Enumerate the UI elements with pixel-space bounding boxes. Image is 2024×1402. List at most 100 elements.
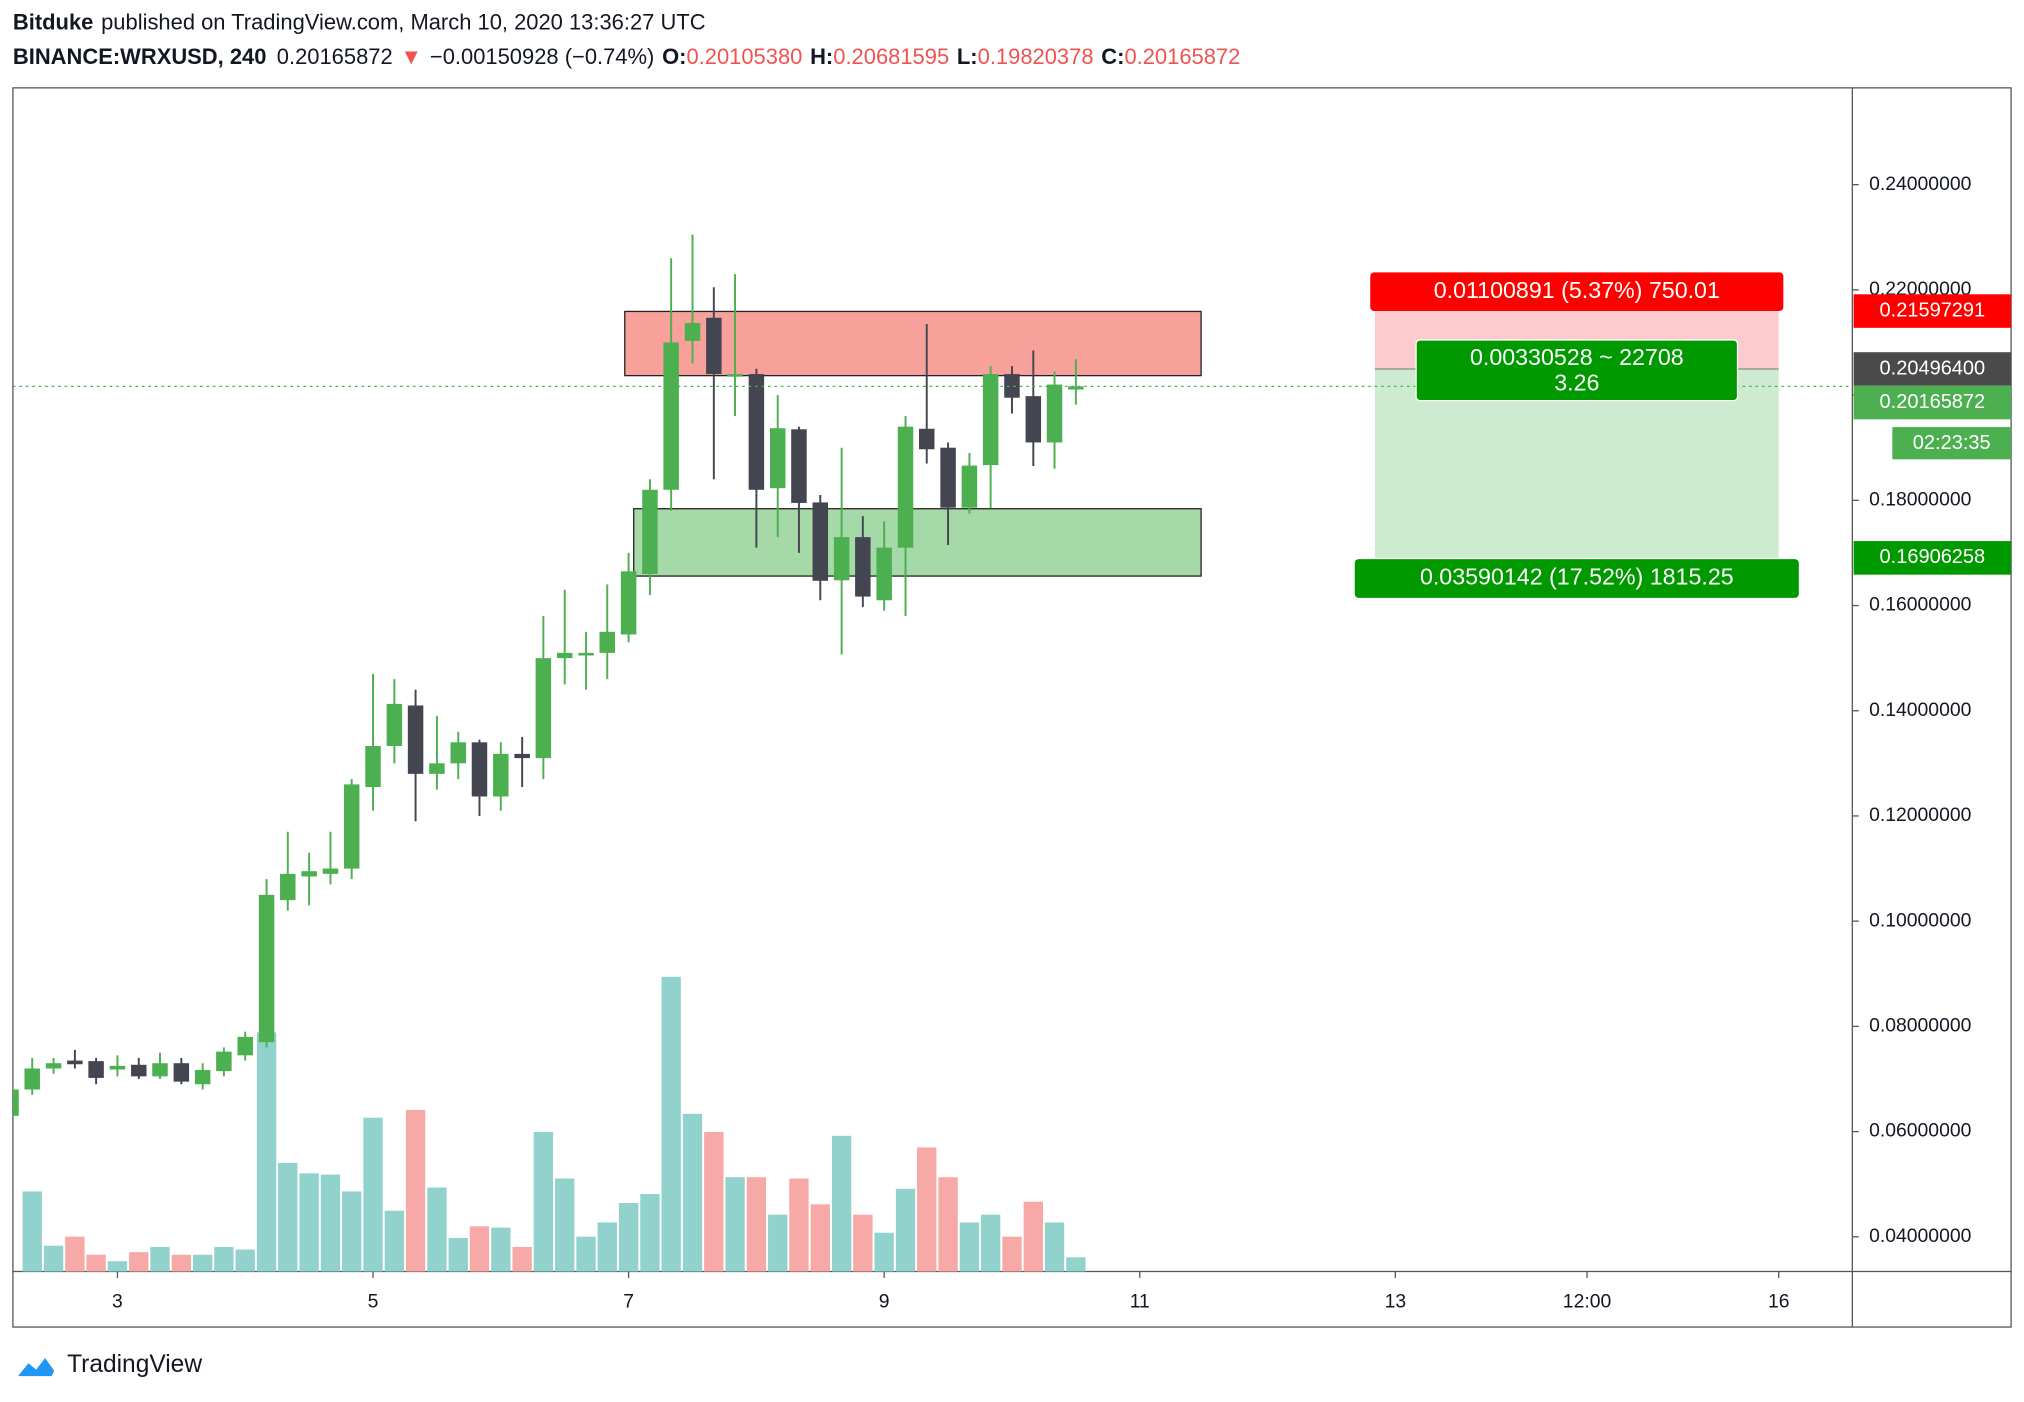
volume-bar xyxy=(405,1109,426,1272)
y-tick-label: 0.14000000 xyxy=(1869,699,1972,721)
volume-bar xyxy=(597,1222,617,1272)
candle-body xyxy=(1046,384,1063,443)
volume-bar xyxy=(384,1210,405,1272)
x-tick-label: 3 xyxy=(112,1291,123,1313)
volume-bar xyxy=(65,1236,85,1272)
volume-bar xyxy=(491,1227,511,1272)
volume-bar xyxy=(448,1237,468,1272)
volume-bar xyxy=(469,1226,490,1272)
header-line-1: Bitduke published on TradingView.com, Mar… xyxy=(13,9,706,34)
zone xyxy=(633,508,1202,577)
axis-price-label-box xyxy=(1853,385,2012,420)
x-tick-label: 9 xyxy=(879,1291,890,1313)
volume-bar xyxy=(512,1246,532,1272)
candle-body xyxy=(301,871,317,877)
volume-bar xyxy=(363,1117,383,1272)
author: Bitduke xyxy=(13,9,93,34)
volume-bar xyxy=(192,1254,213,1272)
stop-label: 0.01100891 (5.37%) 750.01 xyxy=(1434,277,1720,303)
volume-bar xyxy=(341,1191,362,1272)
x-tick-label: 11 xyxy=(1130,1291,1150,1313)
ohlc-label: H: xyxy=(810,44,833,69)
volume-bar xyxy=(150,1246,170,1272)
volume-bar xyxy=(1002,1236,1022,1272)
candle-body xyxy=(12,1089,19,1116)
y-tick-label: 0.08000000 xyxy=(1869,1014,1972,1036)
candle-body xyxy=(769,428,786,489)
volume-bar xyxy=(895,1188,916,1272)
volume-bar xyxy=(725,1177,745,1272)
candle-body xyxy=(684,323,701,341)
symbol: BINANCE:WRXUSD, 240 xyxy=(13,44,267,69)
volume-bar xyxy=(107,1261,128,1272)
candle-body xyxy=(88,1061,104,1078)
volume-bar xyxy=(682,1113,703,1272)
candle-body xyxy=(450,742,467,764)
volume-bar xyxy=(235,1249,255,1272)
target-label-box xyxy=(1354,559,1799,598)
candle-body xyxy=(833,537,850,581)
ohlc-value: 0.20105380 xyxy=(686,44,802,69)
center-label-ratio: 3.26 xyxy=(1554,370,1599,396)
change-arrow: ▼ xyxy=(400,44,422,69)
center-label-box xyxy=(1415,339,1739,402)
candle-body xyxy=(918,428,935,450)
volume-bar xyxy=(874,1232,894,1272)
candle-body xyxy=(493,753,509,797)
candle-body xyxy=(706,317,722,375)
center-label: 0.00330528 ~ 22708 xyxy=(1470,344,1684,370)
candle-body xyxy=(471,742,488,797)
candle-body xyxy=(45,1063,62,1069)
brand: TradingView xyxy=(67,1351,202,1378)
y-tick-label: 0.18000000 xyxy=(1869,488,1972,510)
volume-bar xyxy=(917,1147,937,1272)
logo-icon xyxy=(18,1358,55,1377)
volume-bar xyxy=(640,1193,660,1272)
axis-price-label-box xyxy=(1853,541,2012,575)
volume-bar xyxy=(831,1135,852,1272)
logo: TradingView xyxy=(18,1351,202,1378)
candle-body xyxy=(599,631,616,653)
volume-bar xyxy=(810,1204,830,1272)
volume-bar xyxy=(129,1252,149,1272)
volume-bar xyxy=(1066,1257,1086,1272)
candle-body xyxy=(748,374,765,490)
volume-bar xyxy=(256,1032,277,1272)
candle-body xyxy=(407,705,424,774)
axis-price-label: 0.16906258 xyxy=(1880,546,1986,568)
candle-body xyxy=(194,1070,211,1085)
candle-body xyxy=(67,1060,83,1065)
candle-body xyxy=(237,1036,253,1056)
candle-body xyxy=(578,652,594,656)
y-tick-label: 0.16000000 xyxy=(1869,594,1972,616)
y-tick-label: 0.04000000 xyxy=(1869,1225,1972,1247)
candle-body xyxy=(514,753,530,759)
candle-body xyxy=(535,658,552,759)
candle-body xyxy=(386,703,403,746)
ohlc-value: 0.20165872 xyxy=(1124,44,1240,69)
volume-bar xyxy=(618,1203,639,1272)
candle-body xyxy=(876,547,892,601)
y-tick-label: 0.10000000 xyxy=(1869,909,1972,931)
volume-bar xyxy=(959,1222,980,1272)
published: published on TradingView.com, March 10, … xyxy=(101,9,705,34)
volume-bar xyxy=(938,1177,958,1272)
x-tick-label: 13 xyxy=(1385,1291,1407,1313)
y-tick-label: 0.24000000 xyxy=(1869,173,1972,195)
candle-body xyxy=(812,502,829,581)
volume-bar xyxy=(86,1254,106,1272)
volume-bar xyxy=(1023,1201,1043,1272)
chart-frame xyxy=(12,87,2012,1328)
axis-price-label: 0.20496400 xyxy=(1880,357,1986,379)
candle-body xyxy=(343,784,360,869)
candle-body xyxy=(855,537,871,597)
volume-bar xyxy=(214,1246,234,1272)
candle-body xyxy=(216,1051,232,1072)
volume-bar xyxy=(853,1214,873,1272)
volume-bar xyxy=(299,1173,319,1272)
last-price: 0.20165872 xyxy=(277,44,393,69)
volume-bar xyxy=(278,1162,298,1272)
axis-price-label: 0.20165872 xyxy=(1880,391,1986,413)
candle-body xyxy=(897,426,914,548)
